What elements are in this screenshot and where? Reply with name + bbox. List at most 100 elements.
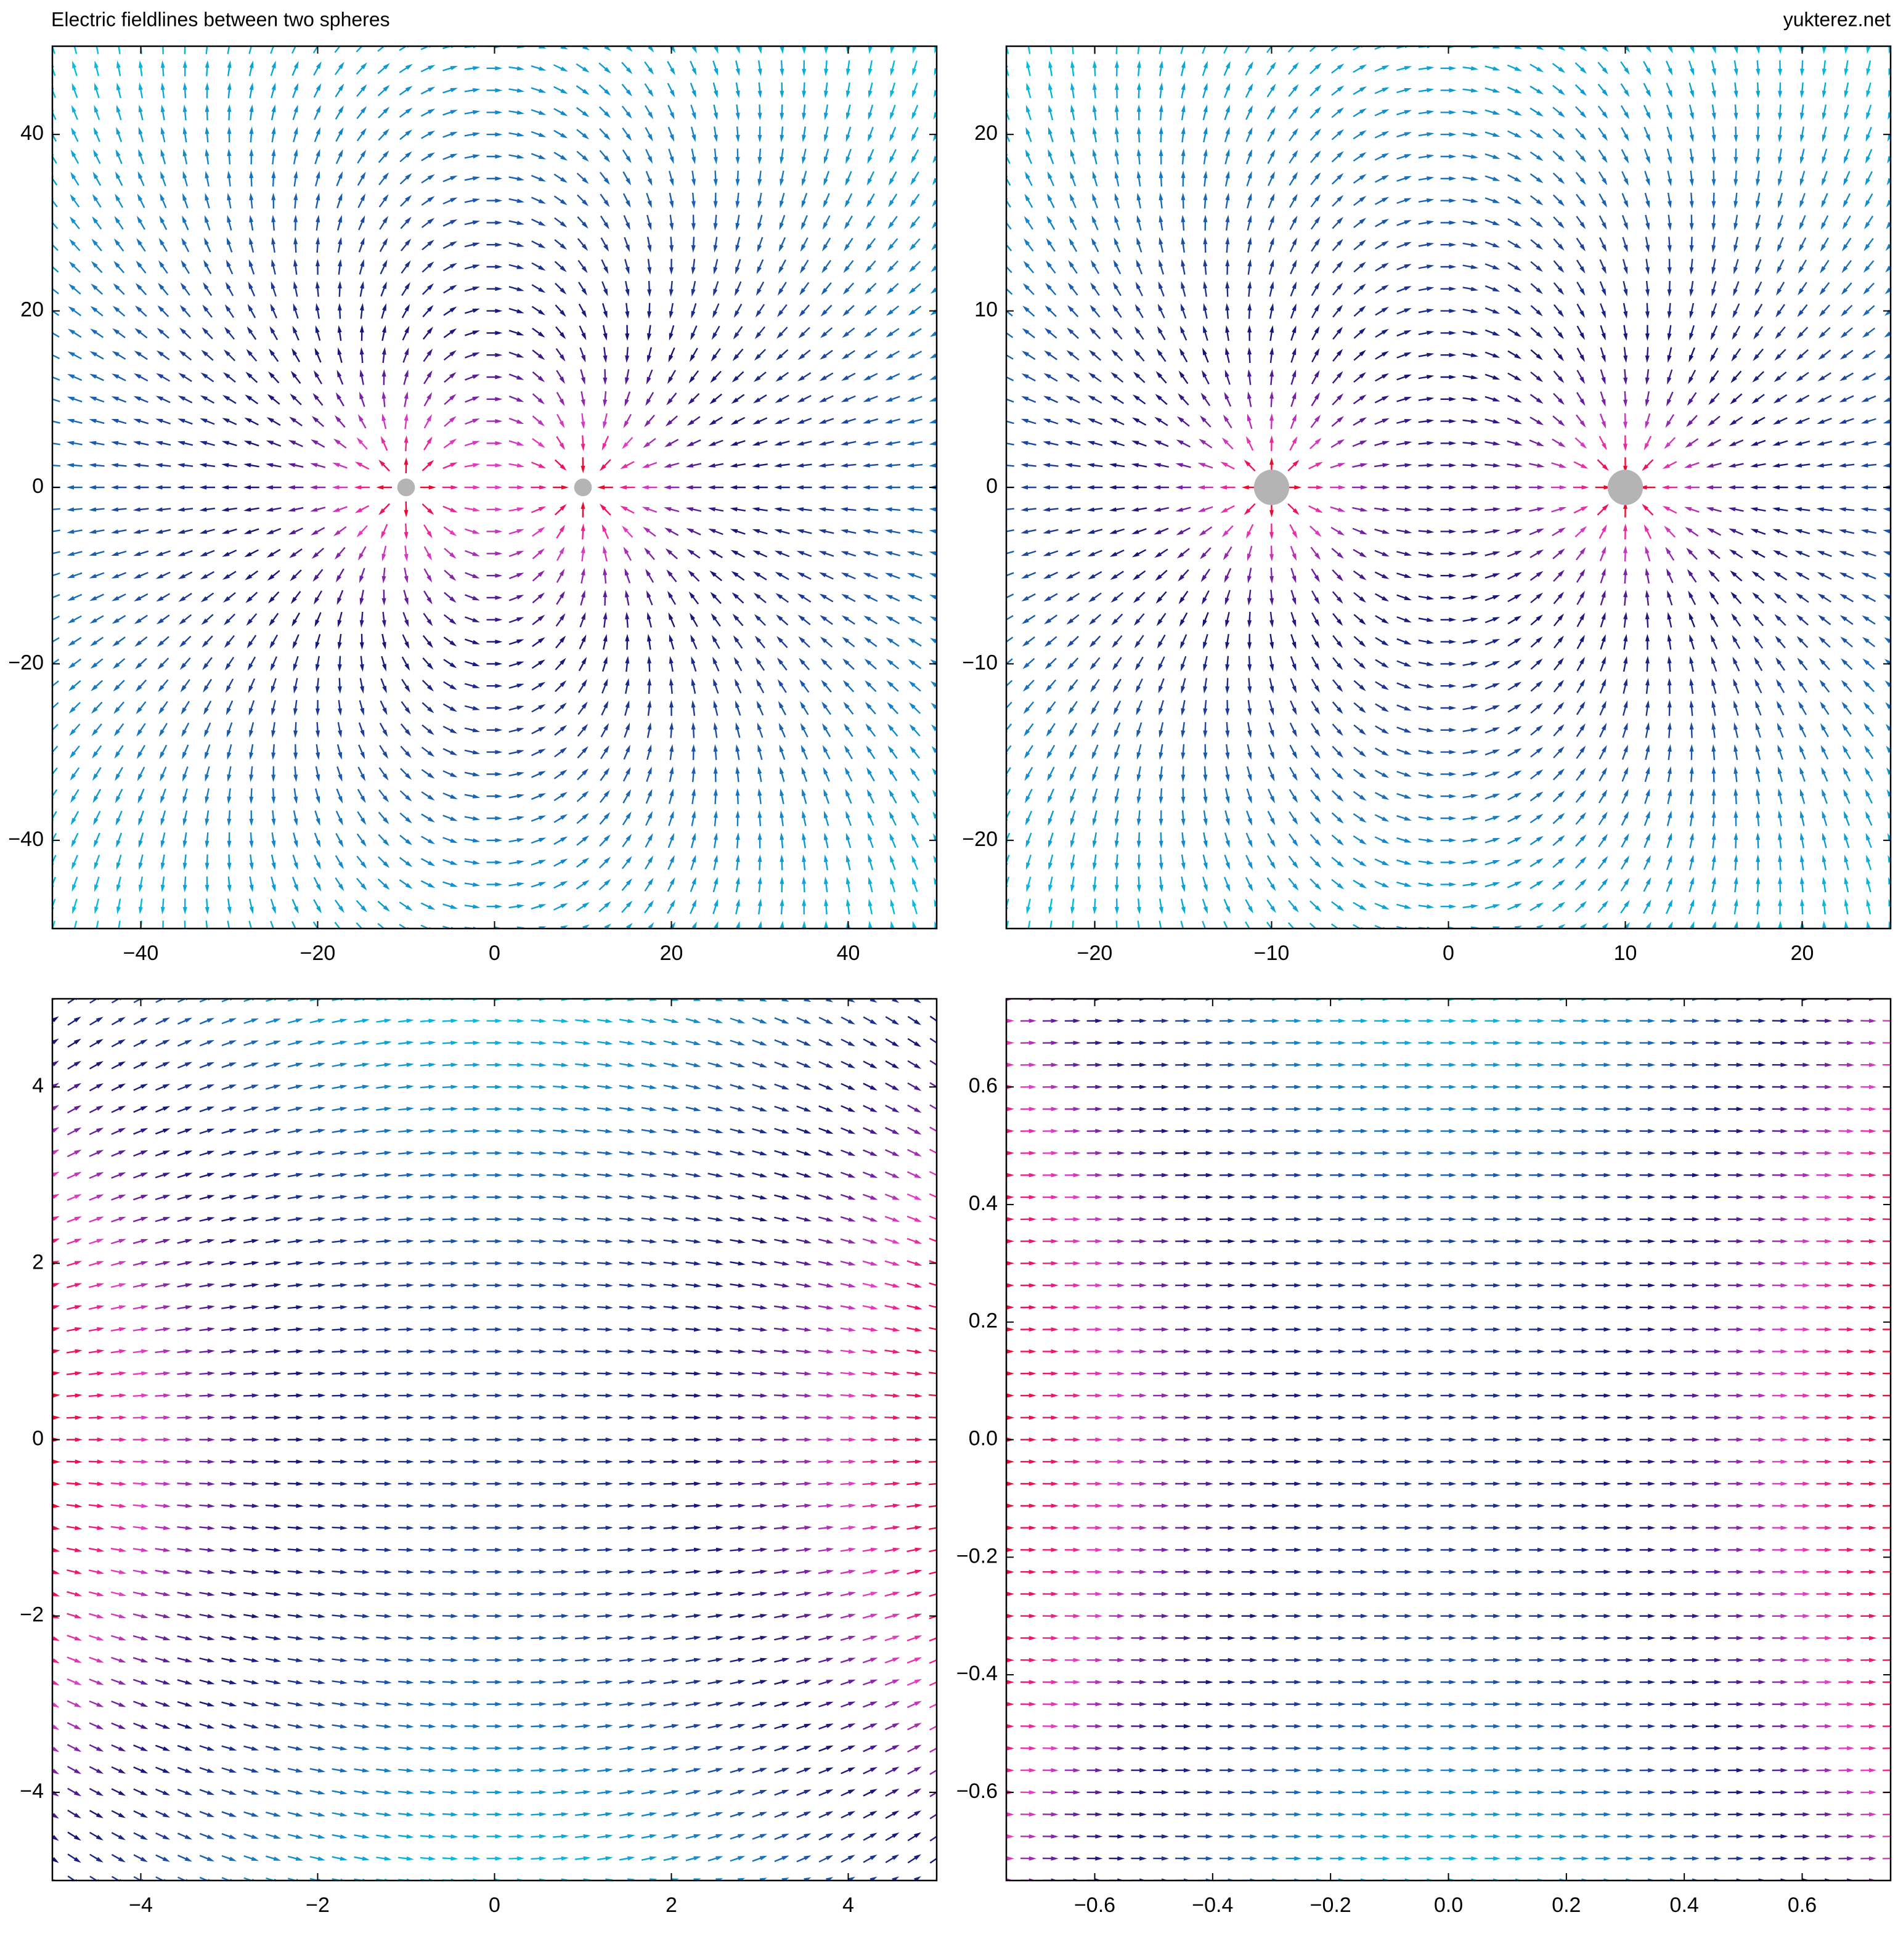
field-arrow — [1529, 507, 1545, 512]
field-arrow — [398, 1041, 414, 1045]
field-arrow — [641, 1503, 658, 1508]
field-arrow — [1136, 678, 1143, 693]
field-arrow — [1822, 811, 1828, 826]
field-arrow — [575, 1834, 591, 1839]
field-arrow — [600, 172, 610, 185]
field-arrow — [1530, 195, 1543, 205]
field-arrow — [1462, 882, 1478, 887]
field-arrow — [67, 1700, 82, 1707]
field-arrow — [332, 1548, 348, 1552]
field-arrow — [1070, 877, 1075, 893]
field-arrow — [1045, 680, 1056, 692]
field-arrow — [707, 1680, 723, 1684]
field-arrow — [67, 1613, 82, 1619]
field-arrow — [619, 1526, 635, 1530]
field-arrow — [708, 1107, 723, 1112]
field-arrow — [664, 1834, 679, 1839]
field-arrow — [1396, 220, 1412, 226]
field-arrow — [376, 1437, 392, 1442]
field-arrow — [357, 172, 366, 186]
field-arrow — [111, 1744, 126, 1752]
field-arrow — [730, 1195, 745, 1200]
field-arrow — [1288, 900, 1299, 913]
field-arrow — [487, 838, 503, 842]
field-arrow — [1202, 370, 1210, 385]
field-arrow — [155, 1767, 170, 1773]
field-arrow — [288, 486, 304, 490]
field-arrow — [1800, 789, 1805, 804]
field-arrow — [1332, 239, 1343, 251]
field-arrow — [1597, 900, 1608, 913]
field-arrow — [890, 877, 896, 892]
field-arrow — [1576, 679, 1585, 693]
field-arrow — [841, 441, 857, 445]
field-arrow — [575, 1173, 591, 1177]
field-arrow — [1844, 83, 1849, 99]
field-arrow — [1088, 571, 1102, 580]
field-arrow — [378, 879, 390, 890]
field-arrow — [1529, 439, 1544, 446]
field-arrow — [689, 370, 699, 383]
field-arrow — [67, 1504, 83, 1508]
field-arrow — [1463, 574, 1479, 578]
field-arrow — [1110, 372, 1123, 383]
field-arrow — [249, 126, 253, 142]
field-arrow — [1159, 678, 1165, 694]
field-arrow — [91, 702, 103, 714]
field-arrow — [465, 486, 481, 490]
field-arrow — [1861, 529, 1877, 534]
field-arrow — [624, 215, 630, 230]
field-arrow — [1068, 679, 1078, 692]
field-arrow — [421, 813, 435, 822]
field-arrow — [155, 1614, 171, 1619]
field-arrow — [1396, 441, 1412, 445]
field-arrow — [382, 369, 386, 385]
field-arrow — [707, 1548, 723, 1552]
field-arrow — [314, 370, 322, 384]
field-arrow — [532, 328, 545, 338]
field-arrow — [266, 1217, 282, 1221]
field-arrow — [1375, 615, 1389, 624]
field-arrow — [1332, 151, 1344, 162]
field-arrow — [1775, 349, 1786, 360]
field-arrow — [1778, 789, 1783, 804]
field-arrow — [1621, 127, 1629, 141]
field-arrow — [199, 463, 215, 468]
field-arrow — [690, 348, 698, 362]
field-arrow — [1136, 237, 1142, 253]
field-arrow — [736, 215, 740, 231]
field-arrow — [1441, 243, 1457, 247]
field-arrow — [315, 171, 320, 186]
field-arrow — [111, 1217, 126, 1222]
field-arrow — [1268, 193, 1275, 208]
field-arrow — [398, 1592, 414, 1596]
field-arrow — [509, 418, 524, 424]
field-arrow — [1666, 392, 1674, 407]
field-arrow — [442, 1393, 458, 1397]
field-arrow — [199, 507, 215, 511]
field-arrow — [619, 1195, 635, 1200]
field-arrow — [199, 1548, 215, 1552]
field-arrow — [1159, 148, 1163, 165]
field-arrow — [1712, 126, 1716, 142]
field-arrow — [399, 152, 412, 163]
field-arrow — [575, 1548, 591, 1552]
field-arrow — [376, 1812, 392, 1816]
field-arrow — [600, 216, 609, 229]
field-arrow — [1485, 905, 1501, 909]
field-arrow — [113, 702, 124, 714]
field-arrow — [420, 1856, 436, 1861]
field-arrow — [1202, 612, 1209, 627]
field-arrow — [774, 1768, 789, 1773]
field-arrow — [94, 105, 100, 120]
field-arrow — [619, 1724, 635, 1728]
field-arrow — [686, 507, 701, 512]
field-arrow — [691, 767, 696, 783]
field-arrow — [1507, 704, 1521, 712]
field-arrow — [730, 486, 746, 490]
field-arrow — [335, 84, 344, 97]
field-arrow — [796, 1570, 812, 1574]
field-arrow — [1247, 347, 1252, 363]
field-arrow — [597, 1636, 613, 1640]
field-arrow — [1375, 329, 1389, 338]
